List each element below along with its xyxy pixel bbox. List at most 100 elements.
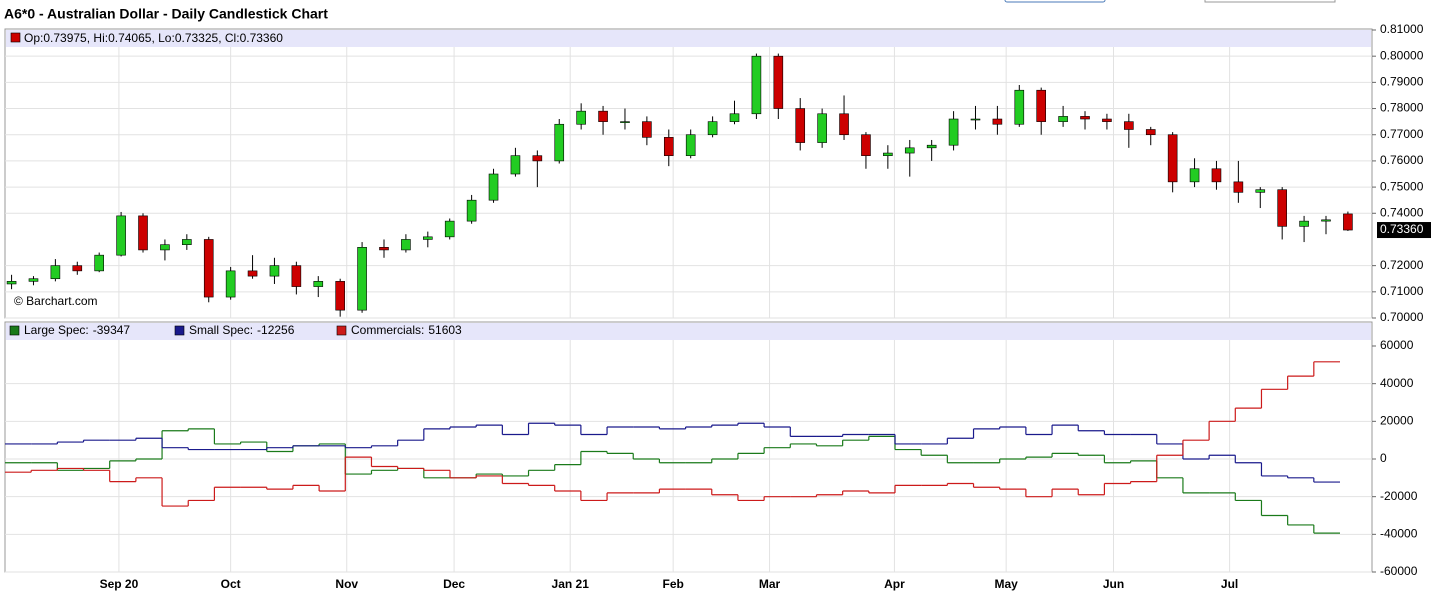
legend-swatch — [9, 325, 20, 336]
legend-value: 51603 — [428, 323, 462, 337]
ohlc-label: , Cl: — [218, 31, 239, 45]
y-tick-label: 0.80000 — [1380, 48, 1424, 62]
candle-body — [532, 155, 543, 162]
x-tick-label: Mar — [759, 577, 781, 591]
y-tick-label: -40000 — [1380, 527, 1418, 541]
candle-body — [182, 239, 192, 245]
y-tick-label: 0.70000 — [1380, 310, 1424, 324]
candle-body — [203, 239, 214, 298]
candle-body — [817, 113, 827, 143]
candle-body — [620, 121, 630, 123]
candle-body — [1145, 129, 1156, 136]
candle-body — [729, 113, 740, 122]
x-tick-label: May — [994, 577, 1018, 591]
candle-body — [554, 123, 565, 162]
cot-header — [6, 323, 1371, 340]
x-tick-label: Dec — [443, 577, 465, 591]
candle-body — [401, 239, 411, 251]
legend-value: -39347 — [93, 323, 131, 337]
price-header — [6, 30, 1371, 47]
candle-body — [225, 270, 236, 298]
ohlc-label: Op: — [24, 31, 43, 45]
candle-body — [1299, 220, 1309, 227]
candle-body — [1167, 134, 1178, 183]
x-tick-label: Sep 20 — [100, 577, 139, 591]
candle-body — [291, 265, 302, 287]
legend-label: Large Spec: — [24, 323, 89, 337]
candle-body — [1255, 189, 1266, 193]
candle-body — [751, 55, 762, 115]
candle-body — [904, 147, 915, 154]
y-tick-label: 0.75000 — [1380, 179, 1424, 193]
candle-body — [313, 281, 324, 287]
candle-body — [28, 278, 39, 282]
chart-title: A6*0 - Australian Dollar - Daily Candles… — [4, 6, 328, 22]
candle-body — [1343, 213, 1353, 231]
toolbar-button[interactable] — [1004, 0, 1106, 3]
candle-body — [423, 236, 433, 240]
candle-body — [50, 265, 61, 280]
y-tick-label: -60000 — [1380, 564, 1418, 578]
legend-label: Commercials: — [351, 323, 424, 337]
legend-value: -12256 — [257, 323, 295, 337]
x-tick-label: Apr — [884, 577, 905, 591]
candle-body — [1233, 181, 1244, 193]
ohlc-value: 0.73325 — [175, 31, 219, 45]
candle-body — [576, 110, 586, 125]
candle-body — [94, 254, 105, 272]
price-legend-swatch — [10, 32, 21, 43]
y-tick-label: 0.78000 — [1380, 101, 1424, 115]
y-tick-label: 20000 — [1380, 414, 1414, 428]
y-tick-label: 0.71000 — [1380, 284, 1424, 298]
last-price-box — [1377, 222, 1431, 239]
candle-body — [948, 118, 959, 146]
candle-body — [970, 118, 981, 121]
y-tick-label: 0.81000 — [1380, 22, 1424, 36]
x-tick-label: Jul — [1221, 577, 1238, 591]
candle-body — [663, 137, 674, 156]
candle-body — [72, 265, 83, 272]
candle-body — [1124, 121, 1134, 130]
ohlc-label: , Lo: — [151, 31, 174, 45]
candle-body — [926, 144, 937, 149]
x-tick-label: Feb — [662, 577, 683, 591]
candle-body — [1277, 189, 1287, 227]
candle-body — [773, 55, 784, 109]
toolbar-input[interactable] — [1204, 0, 1336, 3]
legend-swatch — [174, 325, 185, 336]
legend-label: Small Spec: — [189, 323, 253, 337]
candle-body — [1014, 89, 1025, 125]
x-tick-label: Jun — [1103, 577, 1124, 591]
candle-body — [466, 199, 477, 222]
candle-body — [379, 247, 389, 251]
candle-body — [160, 244, 170, 251]
candle-body — [1211, 168, 1222, 183]
candle-body — [795, 108, 806, 143]
candle-body — [861, 134, 871, 156]
candle-body — [1036, 89, 1047, 122]
candle-body — [247, 270, 258, 277]
candle-body — [116, 215, 126, 256]
ohlc-label: , Hi: — [87, 31, 108, 45]
y-tick-label: 0.79000 — [1380, 75, 1424, 89]
candle-body — [138, 215, 148, 251]
candle-body — [839, 113, 849, 136]
candle-body — [598, 110, 608, 122]
candle-body — [1102, 118, 1112, 122]
candle-body — [269, 265, 280, 277]
y-tick-label: 60000 — [1380, 338, 1414, 352]
x-tick-label: Nov — [335, 577, 358, 591]
candle-body — [992, 118, 1003, 125]
y-tick-label: 0 — [1380, 451, 1387, 465]
y-tick-label: 40000 — [1380, 376, 1414, 390]
candle-body — [488, 173, 499, 201]
candle-body — [357, 247, 367, 311]
watermark: © Barchart.com — [14, 294, 98, 308]
y-tick-label: 0.77000 — [1380, 127, 1424, 141]
candle-body — [1321, 219, 1331, 222]
ohlc-value: 0.73975 — [43, 31, 87, 45]
candle-body — [1080, 116, 1090, 120]
x-tick-label: Jan 21 — [552, 577, 590, 591]
